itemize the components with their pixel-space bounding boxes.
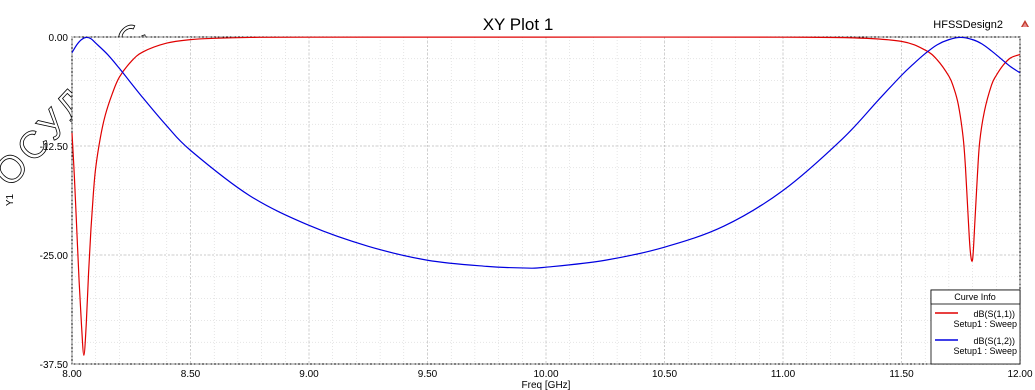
- y-tick-label: -25.00: [40, 251, 69, 262]
- x-tick-label: 11.00: [771, 369, 796, 380]
- chart-title: XY Plot 1: [483, 15, 554, 34]
- x-axis-ticks: 8.00 8.50 9.00 9.50 10.00 10.50 11.00 11.50 12.0…: [62, 369, 1033, 380]
- series-layer: [71, 36, 1021, 356]
- y-tick-label: 0.00: [49, 33, 69, 44]
- legend-series-setup: Setup1 : Sweep: [953, 346, 1017, 356]
- y-axis-ticks: 0.00 -12.50 -25.00 -37.50: [40, 33, 69, 371]
- series-line-s12: [71, 36, 1021, 269]
- x-tick-label: 10.00: [533, 369, 558, 380]
- x-tick-label: 12.00: [1007, 369, 1032, 380]
- y-tick-label: -12.50: [40, 142, 69, 153]
- y-tick-label: -37.50: [40, 360, 69, 371]
- x-axis-label: Freq [GHz]: [522, 380, 571, 390]
- x-tick-label: 8.00: [62, 369, 82, 380]
- x-tick-label: 8.50: [181, 369, 201, 380]
- series-line-s11: [71, 36, 1021, 356]
- x-tick-label: 11.50: [889, 369, 914, 380]
- x-tick-label: 9.50: [418, 369, 438, 380]
- legend-series-name: dB(S(1,2)): [973, 336, 1015, 346]
- ansys-logo-icon: [1021, 20, 1029, 27]
- design-name: HFSSDesign2: [933, 19, 1003, 31]
- x-tick-label: 9.00: [299, 369, 319, 380]
- x-tick-label: 10.50: [652, 369, 677, 380]
- y-axis-label: Y1: [5, 193, 16, 206]
- legend-title: Curve Info: [954, 292, 996, 302]
- legend-series-name: dB(S(1,1)): [973, 309, 1015, 319]
- legend-series-setup: Setup1 : Sweep: [953, 319, 1017, 329]
- legend[interactable]: Curve Info dB(S(1,1)) Setup1 : Sweep dB(…: [930, 289, 1021, 365]
